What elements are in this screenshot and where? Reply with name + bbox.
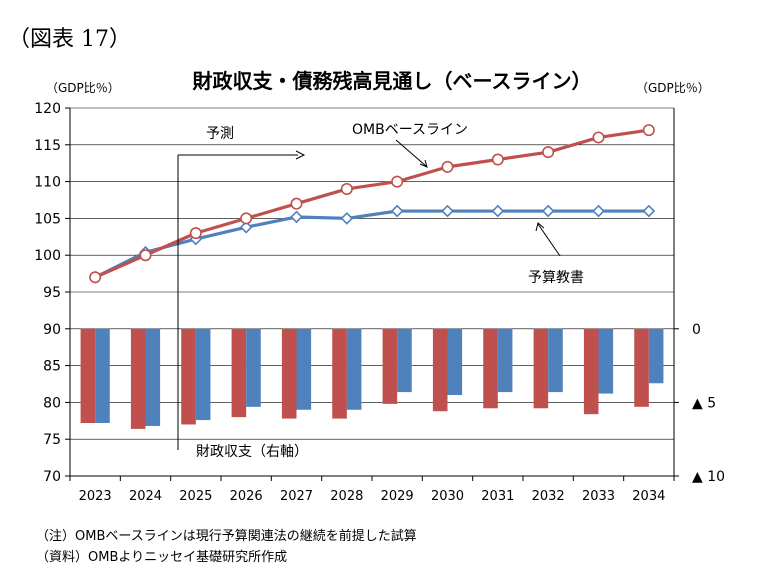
right-tick-label: ▲ 10 (692, 469, 725, 485)
point-omb (189, 227, 202, 240)
bar-omb-baseline (80, 328, 96, 424)
bar-budget (195, 328, 211, 421)
bar-omb-baseline (181, 328, 196, 425)
x-tick-label: 2026 (230, 489, 263, 504)
right-axis-unit: （GDP比％） (636, 81, 710, 95)
omb-baseline-label: OMBベースライン (352, 122, 468, 138)
point-omb (89, 271, 102, 284)
point-omb (542, 146, 555, 159)
bar-omb-baseline (432, 328, 448, 412)
budget-callout-line (537, 223, 561, 257)
x-tick-label: 2032 (532, 489, 565, 504)
left-tick-label: 100 (34, 248, 61, 264)
bar-budget (598, 328, 614, 394)
omb-callout-line (395, 139, 427, 167)
point-omb (391, 175, 404, 188)
left-axis-unit: （GDP比％） (46, 81, 120, 95)
left-tick-label: 110 (34, 175, 61, 191)
bar-omb-baseline (382, 328, 398, 404)
point-omb (491, 153, 504, 166)
x-tick-label: 2033 (582, 489, 615, 504)
x-tick-label: 2024 (129, 489, 162, 504)
bar-budget (447, 328, 463, 396)
x-tick-label: 2025 (179, 489, 212, 504)
point-omb (340, 182, 353, 195)
point-omb (592, 131, 605, 144)
bar-budget (497, 328, 513, 393)
left-tick-label: 105 (34, 211, 61, 227)
bar-budget (95, 328, 110, 424)
point-budget (239, 220, 253, 234)
line-series (88, 124, 656, 284)
bar-omb-baseline (483, 328, 498, 409)
note-line-1: （注）OMBベースラインは現行予算関連法の継続を前提した試算 (36, 528, 417, 544)
point-omb (642, 124, 655, 137)
x-tick-label: 2030 (431, 489, 464, 504)
left-tick-label: 115 (34, 138, 61, 154)
right-tick-label: ▲ 5 (692, 395, 716, 411)
x-tick-label: 2023 (79, 489, 112, 504)
omb-callout-arrowhead (419, 159, 428, 168)
forecast-label: 予測 (206, 126, 234, 142)
point-omb (240, 212, 253, 225)
left-tick-label: 95 (43, 285, 61, 301)
bar-omb-baseline (583, 328, 599, 415)
x-tick-label: 2028 (330, 489, 363, 504)
line-omb (94, 128, 650, 279)
bar-omb-baseline (231, 328, 247, 418)
x-tick-label: 2034 (632, 489, 665, 504)
bar-series (80, 328, 664, 429)
budget-callout-arrowhead (535, 222, 545, 232)
left-tick-label: 120 (34, 101, 61, 117)
note-line-2: （資料）OMBよりニッセイ基礎研究所作成 (36, 550, 287, 565)
point-budget (390, 204, 404, 218)
bar-budget (296, 328, 312, 410)
axes: 70 75 80 85 90 95 100 105 110 115 120 0 ▲ 5 ▲ 10 2023 2… (34, 101, 725, 504)
point-omb (441, 160, 454, 173)
bar-budget (397, 328, 412, 393)
point-budget (491, 204, 505, 218)
point-omb (139, 249, 152, 262)
figure-label: （図表 17） (8, 27, 131, 52)
forecast-arrow-head (295, 150, 306, 160)
point-budget (340, 212, 354, 225)
bar-omb-baseline (281, 328, 297, 419)
x-tick-label: 2027 (280, 489, 313, 504)
gridlines (70, 107, 674, 477)
left-tick-label: 90 (43, 322, 61, 338)
chart-title: 財政収支・債務残高見通し（ベースライン） (193, 69, 592, 93)
point-budget (290, 210, 303, 224)
bar-omb-baseline (634, 328, 649, 407)
point-budget (541, 204, 555, 218)
bar-omb-baseline (533, 328, 549, 409)
budget-label: 予算教書 (528, 270, 584, 286)
point-omb (290, 197, 303, 210)
left-tick-label: 85 (43, 359, 61, 375)
bar-budget (548, 328, 563, 393)
balance-label-bg (190, 440, 318, 462)
bar-budget (246, 328, 261, 407)
point-budget (441, 204, 454, 218)
right-tick-label: 0 (692, 322, 701, 338)
bar-omb-baseline (332, 328, 347, 419)
left-tick-label: 70 (43, 469, 61, 485)
line-budget (94, 209, 649, 279)
bar-omb-baseline (130, 328, 146, 429)
x-tick-label: 2029 (381, 489, 414, 504)
x-tick-label: 2031 (481, 489, 514, 504)
point-budget (592, 204, 605, 218)
bar-budget (648, 328, 664, 384)
point-budget (642, 204, 656, 218)
left-tick-label: 75 (43, 432, 61, 448)
left-tick-label: 80 (43, 395, 61, 411)
balance-label: 財政収支（右軸） (196, 444, 308, 460)
bar-budget (145, 328, 161, 426)
bar-budget (346, 328, 362, 410)
